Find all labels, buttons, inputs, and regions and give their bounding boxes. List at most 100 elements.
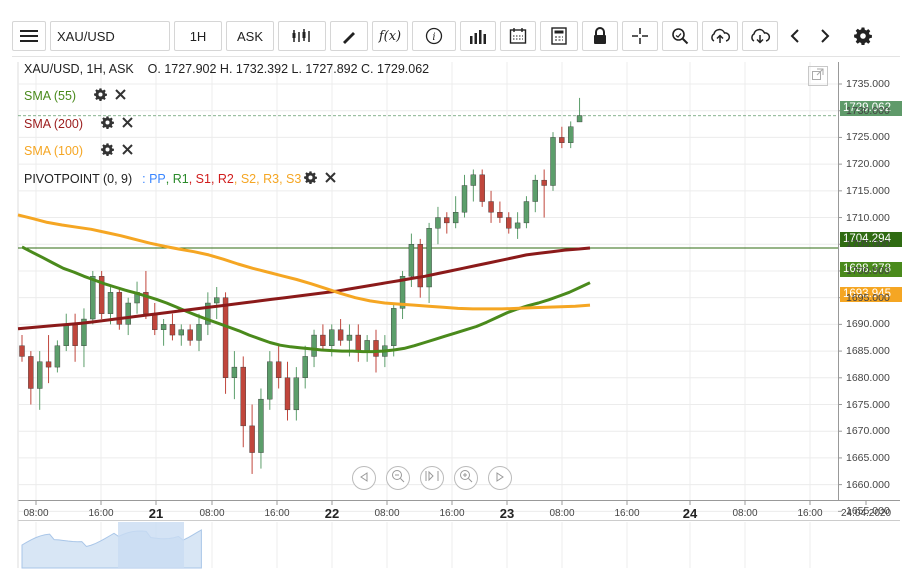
info-icon: i [425, 27, 443, 45]
candle-body [452, 212, 459, 224]
crosshair-icon [631, 27, 649, 45]
candle-body [470, 174, 477, 186]
candle-body [205, 302, 211, 325]
y-tick-label: 1670.000 [846, 425, 890, 438]
x-tick-label: 08:00 [549, 508, 575, 519]
legend-label: SMA (100) [24, 144, 84, 158]
draw-button[interactable] [330, 21, 368, 51]
legend-sma200: SMA (200) [24, 116, 133, 132]
zoom-button[interactable] [662, 21, 698, 51]
timeframe-select[interactable]: 1H [174, 21, 222, 51]
symbol-label: XAU/USD [57, 28, 115, 44]
pivot-s3: , S3 [279, 172, 302, 186]
candle-body [222, 297, 229, 378]
menu-icon [20, 29, 38, 43]
legend-pivotpoint: PIVOTPOINT (0, 9) : PP , R1 , S1 , R2 , … [24, 171, 337, 187]
candle-body [311, 334, 317, 357]
x-tick-label: 24.04.2020 [840, 508, 892, 519]
scroll-left-button[interactable] [782, 21, 808, 51]
zoom-out-button[interactable] [386, 466, 410, 490]
x-tick-label: 16:00 [264, 508, 290, 519]
close-icon[interactable] [122, 117, 133, 131]
candle-body [28, 356, 34, 389]
candle-body [107, 292, 114, 314]
crosshair-button[interactable] [622, 21, 658, 51]
candle-body [391, 308, 397, 346]
close-icon[interactable] [122, 144, 133, 158]
candle-body [231, 366, 238, 378]
gear-icon[interactable] [101, 143, 114, 159]
legend-label: PIVOTPOINT (0, 9) [24, 172, 133, 186]
x-tick-label: 08:00 [374, 508, 400, 519]
lock-button[interactable] [582, 21, 618, 51]
info-button[interactable]: i [412, 21, 456, 51]
series-line [17, 246, 591, 331]
calculator-button[interactable] [540, 21, 578, 51]
candle-body [568, 126, 574, 143]
candle-body [514, 222, 521, 229]
price-side-select[interactable]: ASK [226, 21, 274, 51]
zoom-out-icon [391, 469, 405, 488]
price-side-label: ASK [236, 28, 263, 44]
close-icon[interactable] [325, 172, 337, 186]
y-tick-label: 1695.000 [846, 291, 890, 304]
popout-button[interactable] [808, 66, 828, 86]
candle-body [213, 297, 220, 304]
candle-body [249, 425, 255, 453]
svg-text:i: i [432, 32, 435, 43]
close-icon[interactable] [115, 89, 126, 103]
cloud-upload-icon [709, 28, 731, 44]
pivot-s2: , S2 [233, 172, 257, 186]
pan-left-button[interactable] [352, 466, 376, 490]
x-tick-label: 16:00 [614, 508, 640, 519]
y-tick-label: 1690.000 [846, 318, 890, 331]
candle-body [54, 345, 61, 368]
scroll-right-button[interactable] [812, 21, 838, 51]
candle-body [399, 276, 406, 309]
chart-type-button[interactable] [278, 21, 326, 51]
gear-icon [854, 27, 872, 45]
triangle-right-icon [495, 469, 505, 487]
y-tick-label: 1735.000 [846, 78, 890, 90]
load-cloud-button[interactable] [742, 21, 778, 51]
candle-body [426, 228, 432, 288]
pivot-r1: , R1 [165, 172, 189, 186]
y-tick-label: 1715.000 [846, 184, 890, 197]
symbol-input[interactable]: XAU/USD [50, 21, 170, 51]
candle-body [523, 201, 530, 224]
gear-icon[interactable] [94, 88, 108, 104]
y-tick-label: 1680.000 [846, 371, 890, 384]
candle-body [152, 313, 158, 330]
candle-body [506, 217, 512, 229]
timeframe-label: 1H [189, 28, 207, 44]
fit-button[interactable] [420, 466, 444, 490]
candle-body [160, 324, 167, 330]
navigator-window [118, 522, 184, 568]
candlestick-icon [291, 28, 313, 44]
zoom-in-button[interactable] [454, 466, 478, 490]
function-button[interactable]: f(x) [372, 21, 408, 51]
candle-body [169, 324, 176, 336]
candle-body [178, 329, 185, 336]
candle-body [37, 361, 43, 389]
triangle-left-icon [359, 469, 369, 487]
candle-body [293, 377, 300, 411]
candle-body [275, 361, 282, 378]
gear-icon[interactable] [304, 171, 318, 187]
settings-button[interactable] [848, 21, 878, 51]
last-price-tag: 1729.062 [840, 101, 902, 116]
candle-body [479, 174, 485, 202]
menu-button[interactable] [12, 21, 46, 51]
volume-bars-icon [469, 28, 487, 44]
pan-right-button[interactable] [488, 466, 512, 490]
candle-body [267, 361, 273, 400]
calendar-icon [509, 27, 527, 45]
candle-body [19, 345, 25, 357]
x-tick-label: 16:00 [797, 508, 823, 519]
save-cloud-button[interactable] [702, 21, 738, 51]
candle-body [258, 398, 264, 453]
calendar-button[interactable] [500, 21, 536, 51]
gear-icon[interactable] [101, 116, 114, 132]
volume-button[interactable] [460, 21, 496, 51]
